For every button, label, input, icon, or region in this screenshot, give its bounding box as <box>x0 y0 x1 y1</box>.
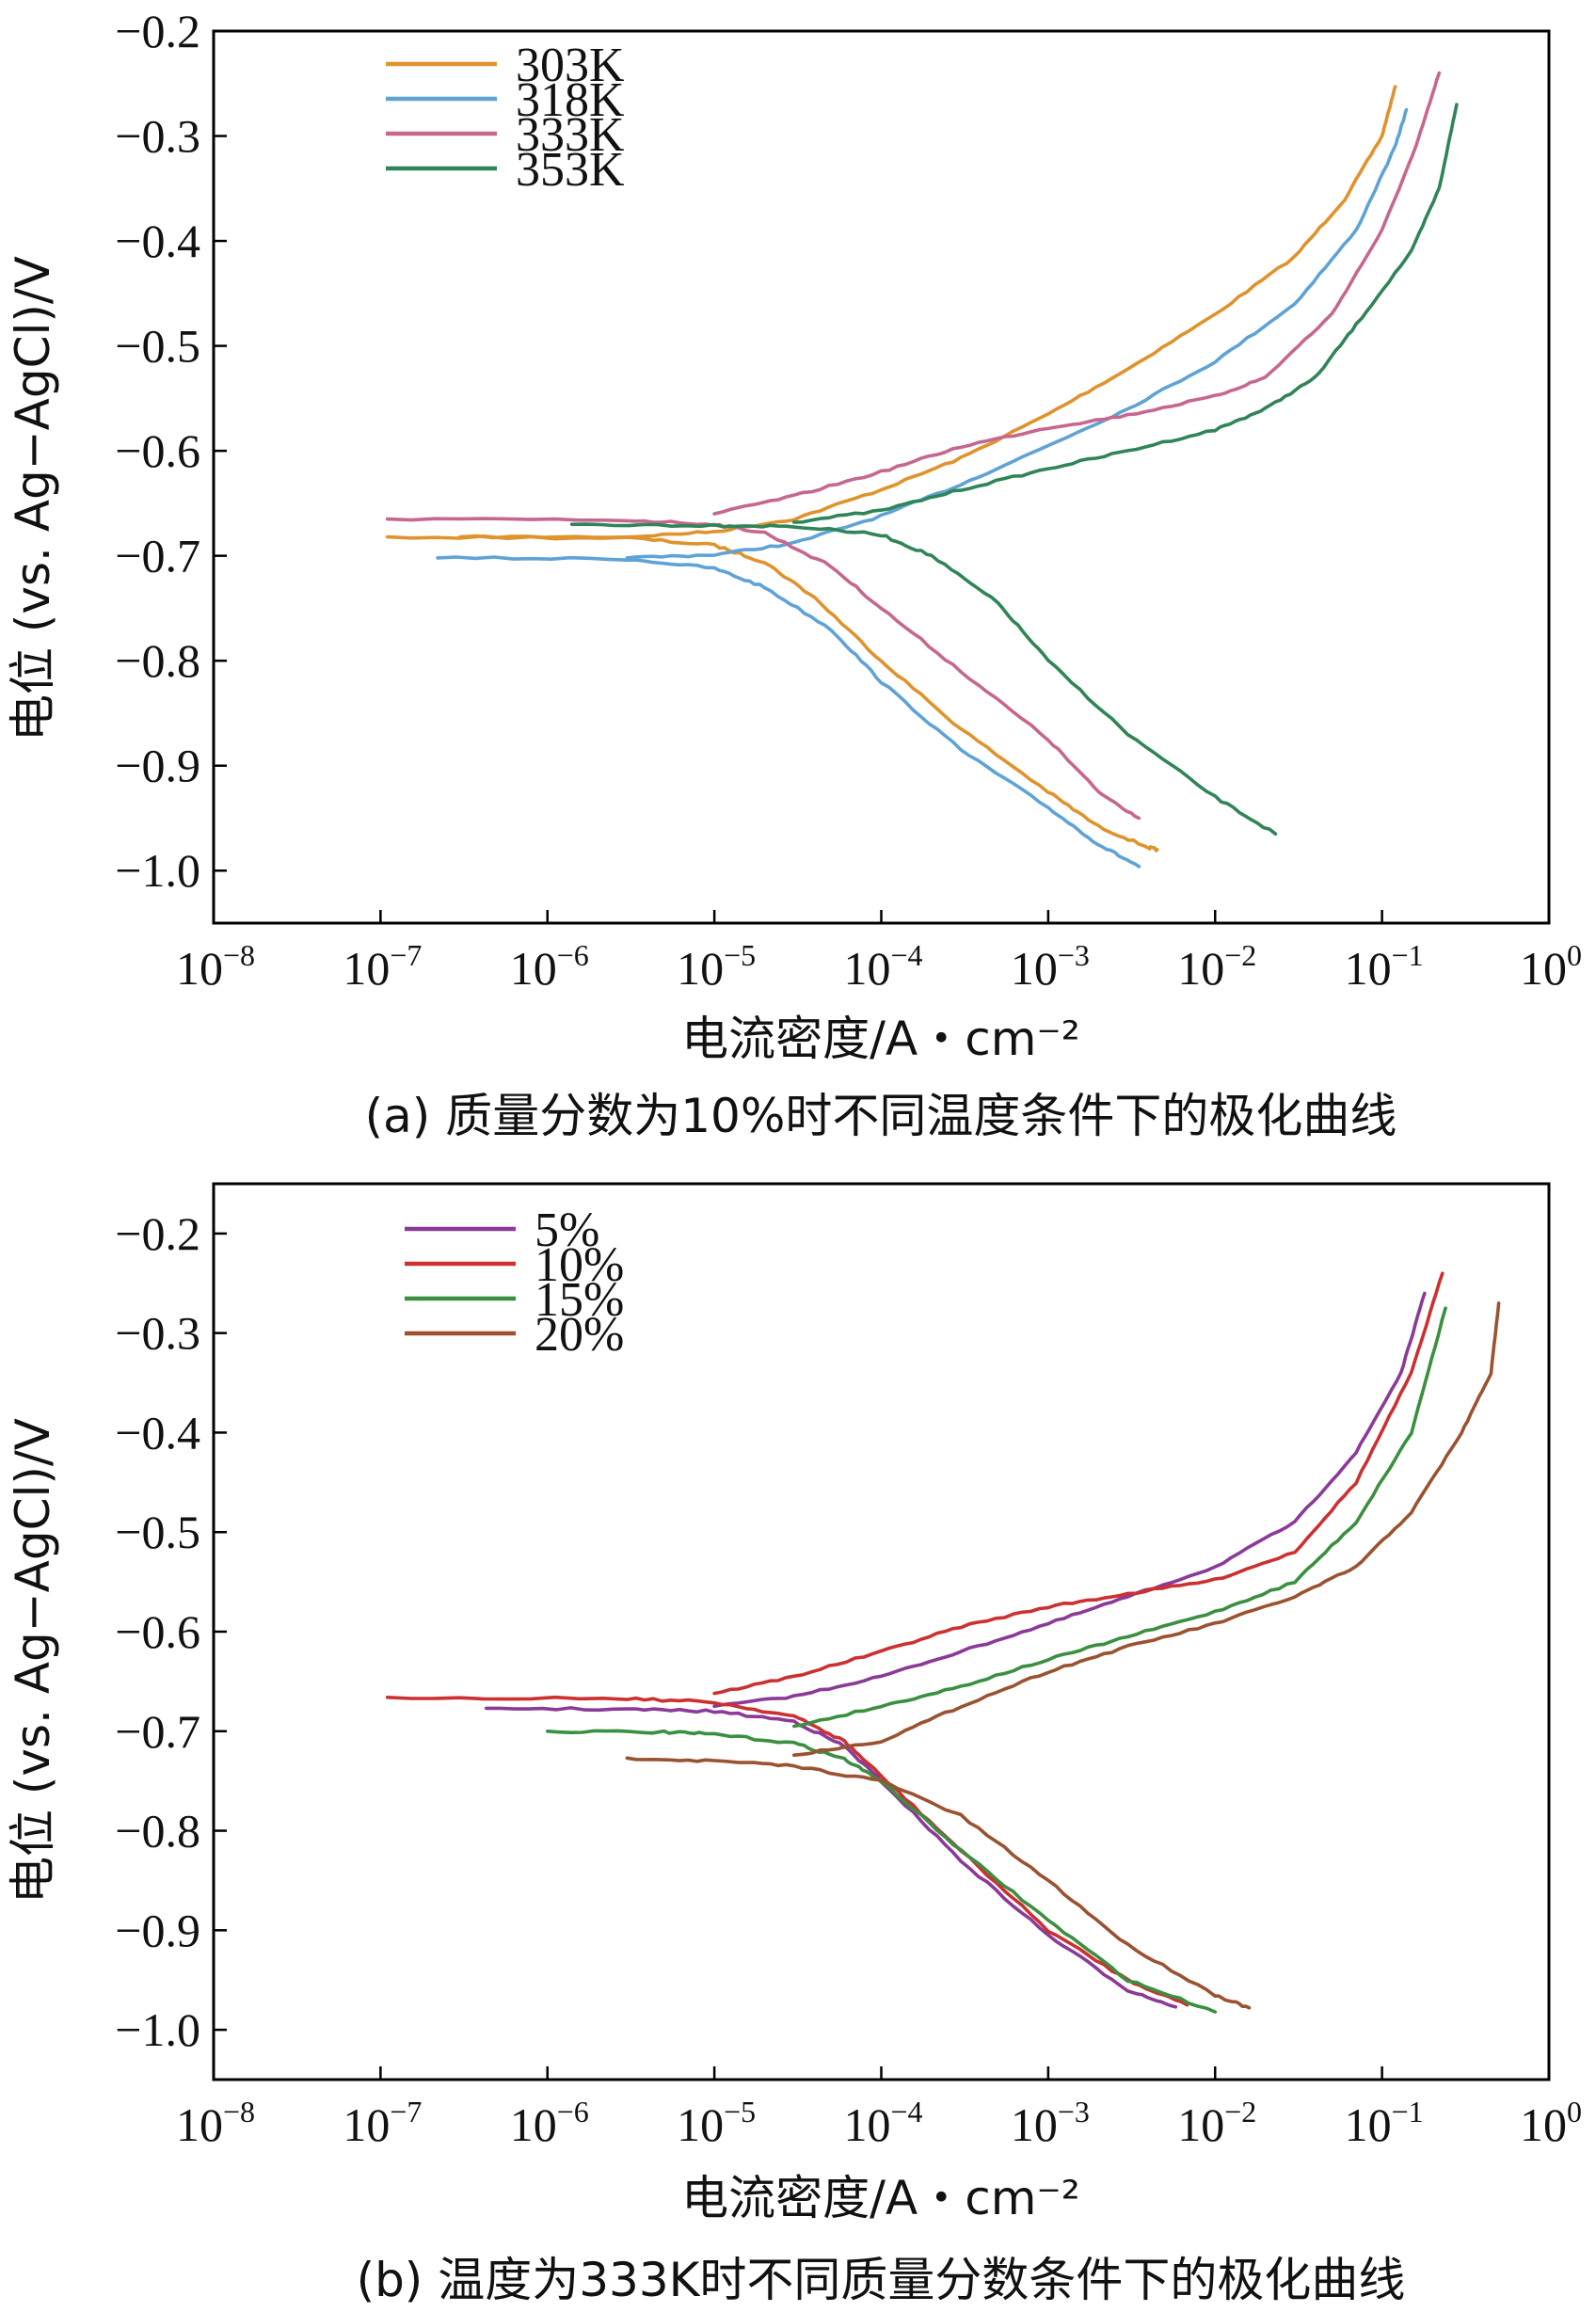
x-tick-label: 10−1 <box>1345 2095 1424 2151</box>
x-tick-label: 10−1 <box>1345 938 1424 995</box>
legend-label: 10% <box>535 1238 624 1292</box>
y-tick-label: −1.0 <box>115 844 200 897</box>
plot-frame-a <box>212 29 1551 925</box>
tick-marks-b <box>212 1232 1551 2080</box>
curve-303K-anodic <box>458 85 1397 540</box>
x-tick-label: 10−3 <box>1011 938 1090 995</box>
y-tick-label: −0.5 <box>115 1506 200 1558</box>
x-tick-label: 10−5 <box>677 2095 756 2151</box>
legend-label: 318K <box>516 73 625 127</box>
x-tick-label: 10−3 <box>1011 2095 1090 2151</box>
tick-labels-b: 10−8 10−7 10−6 10−5 10−4 10−3 10−2 10−1 100 −0.2 −… <box>115 1207 1582 2151</box>
curve-20%-anodic <box>792 1301 1501 1757</box>
plot-frame-b <box>212 1182 1551 2081</box>
y-tick-label: −0.2 <box>115 5 200 57</box>
y-tick-label: −0.6 <box>115 424 200 477</box>
curve-333K-anodic <box>712 71 1442 516</box>
x-tick-label: 10−6 <box>510 2095 589 2151</box>
y-tick-label: −0.3 <box>115 1307 200 1360</box>
y-tick-label: −0.4 <box>115 215 200 267</box>
curve-15%-cathodic <box>546 1729 1218 2014</box>
x-tick-label: 10−4 <box>843 938 922 995</box>
tick-labels-a: 10−8 10−7 10−6 10−5 10−4 10−3 10−2 10−1 100 −0.2 −… <box>115 5 1582 995</box>
y-tick-label: −0.2 <box>115 1207 200 1260</box>
tick-marks-a <box>212 29 1551 923</box>
x-tick-label: 10−5 <box>677 938 756 995</box>
curve-10%-anodic <box>712 1271 1444 1696</box>
curve-15%-anodic <box>792 1306 1447 1729</box>
caption-b: (b) 温度为333K时不同质量分数条件下的极化曲线 <box>357 2253 1406 2307</box>
x-tick-label: 10−8 <box>176 2095 255 2151</box>
curve-5%-cathodic <box>484 1706 1178 2009</box>
y-tick-label: −0.4 <box>115 1406 200 1459</box>
curve-318K-anodic <box>625 107 1409 560</box>
x-tick-label: 100 <box>1520 2095 1582 2151</box>
legend-label: 333K <box>516 108 625 162</box>
y-tick-label: −0.5 <box>115 320 200 373</box>
curve-10%-cathodic <box>385 1695 1189 2007</box>
y-tick-label: −0.8 <box>115 634 200 687</box>
y-tick-label: −0.7 <box>115 530 200 582</box>
curve-333K-cathodic <box>385 517 1141 821</box>
y-tick-label: −1.0 <box>115 2003 200 2056</box>
legend-b: 5%10%15%20% <box>405 1204 624 1362</box>
curve-353K-cathodic <box>569 522 1278 836</box>
chart-a: 10−8 10−7 10−6 10−5 10−4 10−3 10−2 10−1 100 −0.2 −… <box>6 5 1582 1143</box>
x-tick-label: 10−2 <box>1177 938 1256 995</box>
legend-label: 5% <box>535 1204 599 1257</box>
curve-5%-anodic <box>712 1291 1427 1709</box>
legend-label: 303K <box>516 39 625 92</box>
y-tick-label: −0.8 <box>115 1805 200 1858</box>
y-tick-label: −0.6 <box>115 1605 200 1658</box>
x-tick-label: 10−7 <box>343 938 422 995</box>
chart-b: 10−8 10−7 10−6 10−5 10−4 10−3 10−2 10−1 100 −0.2 −… <box>6 1182 1582 2307</box>
y-tick-label: −0.3 <box>115 110 200 163</box>
caption-a: (a) 质量分数为10%时不同温度条件下的极化曲线 <box>365 1089 1397 1143</box>
curve-303K-cathodic <box>385 534 1159 853</box>
y-tick-label: −0.9 <box>115 1904 200 1956</box>
y-axis-title-a: 电位 (vs. Ag−AgCl)/V <box>6 256 60 741</box>
y-tick-label: −0.9 <box>115 740 200 792</box>
curve-20%-cathodic <box>625 1756 1252 2010</box>
x-tick-label: 100 <box>1520 938 1582 995</box>
x-tick-label: 10−6 <box>510 938 589 995</box>
legend-label: 15% <box>535 1273 624 1327</box>
legend-label: 353K <box>516 143 625 197</box>
x-axis-title-a: 电流密度/A・cm⁻² <box>681 1012 1080 1066</box>
x-axis-title-b: 电流密度/A・cm⁻² <box>681 2171 1080 2225</box>
x-tick-label: 10−7 <box>343 2095 422 2151</box>
series-curves-b <box>385 1271 1501 2014</box>
y-tick-label: −0.7 <box>115 1705 200 1758</box>
curve-318K-cathodic <box>436 555 1141 869</box>
x-tick-label: 10−8 <box>176 938 255 995</box>
series-curves-a <box>385 71 1459 869</box>
y-axis-title-b: 电位 (vs. Ag−AgCl)/V <box>6 1418 60 1904</box>
x-tick-label: 10−2 <box>1177 2095 1256 2151</box>
x-tick-label: 10−4 <box>843 2095 922 2151</box>
curve-353K-anodic <box>792 103 1459 524</box>
legend-label: 20% <box>535 1308 624 1362</box>
